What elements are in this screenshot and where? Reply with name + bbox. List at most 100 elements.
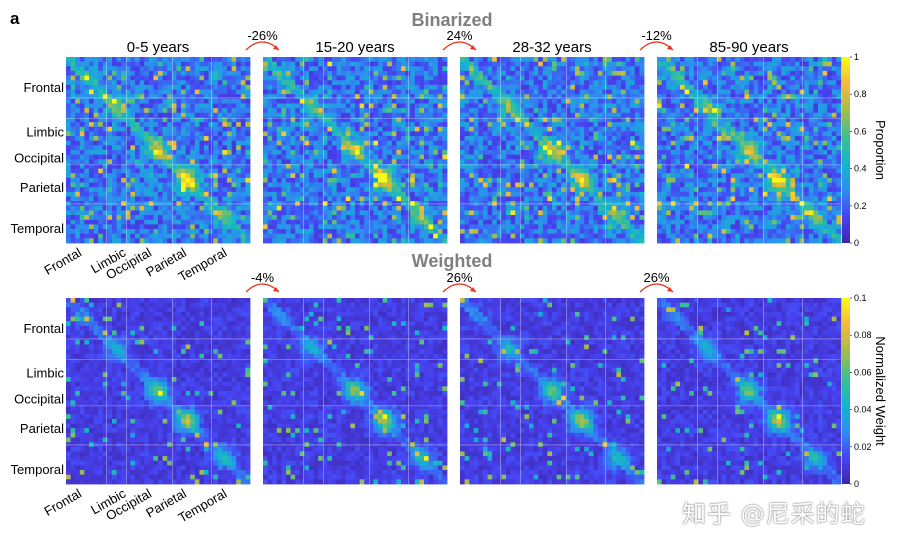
- heatmap-cell: [295, 75, 301, 81]
- heatmap-cell: [267, 163, 273, 169]
- heatmap-cell: [309, 182, 314, 188]
- heatmap-cell: [433, 70, 439, 76]
- heatmap-cell: [102, 61, 108, 67]
- heatmap-cell: [194, 168, 200, 174]
- heatmap-cell: [524, 163, 530, 169]
- heatmap-cell: [552, 136, 557, 142]
- heatmap-cell: [387, 94, 393, 100]
- heatmap-cell: [552, 131, 557, 137]
- heatmap-cell: [483, 75, 488, 81]
- heatmap-cell: [547, 159, 553, 165]
- heatmap-cell: [121, 150, 127, 156]
- heatmap-cell: [556, 117, 562, 123]
- heatmap-cell: [181, 89, 186, 95]
- heatmap-cell: [286, 131, 291, 137]
- heatmap-cell: [410, 224, 416, 230]
- heatmap-cell: [492, 219, 498, 225]
- heatmap-cell: [661, 75, 667, 81]
- heatmap-cell: [428, 196, 434, 202]
- heatmap-cell: [487, 126, 493, 132]
- heatmap-cell: [510, 122, 516, 128]
- heatmap-cell: [473, 57, 479, 63]
- heatmap-cell: [561, 140, 567, 146]
- heatmap-cell: [135, 205, 140, 211]
- heatmap-cell: [112, 219, 117, 225]
- heatmap-cell: [469, 94, 475, 100]
- heatmap-cell: [373, 163, 379, 169]
- heatmap-cell: [556, 150, 562, 156]
- heatmap-cell: [368, 177, 374, 183]
- heatmap-cell: [171, 173, 177, 179]
- heatmap-cell: [327, 145, 333, 151]
- heatmap-cell: [607, 75, 613, 81]
- heatmap-cell: [276, 229, 282, 235]
- heatmap-cell: [437, 57, 443, 63]
- heatmap-cell: [148, 168, 154, 174]
- heatmap-cell: [245, 219, 251, 225]
- heatmap-cell: [336, 173, 342, 179]
- heatmap-cell: [433, 150, 439, 156]
- heatmap-cell: [107, 117, 113, 123]
- heatmap-cell: [575, 229, 580, 235]
- heatmap-cell: [607, 224, 613, 230]
- heatmap-cell: [419, 112, 425, 118]
- heatmap-cell: [492, 224, 498, 230]
- heatmap-cell: [593, 126, 599, 132]
- heatmap-cell: [204, 159, 209, 165]
- heatmap-cell: [496, 61, 502, 67]
- heatmap-cell: [396, 75, 402, 81]
- heatmap-cell: [148, 61, 154, 67]
- heatmap-cell: [121, 103, 127, 109]
- heatmap-cell: [102, 145, 108, 151]
- heatmap-cell: [204, 94, 209, 100]
- heatmap-cell: [510, 131, 516, 137]
- heatmap-cell: [304, 173, 310, 179]
- heatmap-cell: [102, 210, 108, 216]
- heatmap-cell: [492, 98, 498, 104]
- heatmap-cell: [496, 131, 502, 137]
- heatmap-cell: [336, 57, 342, 63]
- heatmap-cell: [579, 187, 585, 193]
- heatmap-cell: [538, 187, 544, 193]
- heatmap-cell: [469, 182, 475, 188]
- heatmap-cell: [473, 89, 479, 95]
- heatmap-cell: [364, 84, 370, 90]
- heatmap-cell: [414, 70, 420, 76]
- heatmap-cell: [428, 112, 434, 118]
- heatmap-cell: [501, 205, 507, 211]
- heatmap-cell: [588, 89, 594, 95]
- heatmap-cell: [167, 238, 173, 244]
- heatmap-cell: [102, 94, 108, 100]
- heatmap-cell: [93, 182, 99, 188]
- heatmap-cell: [611, 159, 617, 165]
- heatmap-cell: [84, 112, 90, 118]
- heatmap-cell: [236, 57, 242, 63]
- heatmap-cell: [350, 238, 356, 244]
- heatmap-cell: [135, 75, 140, 81]
- heatmap-cell: [318, 89, 324, 95]
- heatmap-cell: [281, 150, 287, 156]
- heatmap-cell: [267, 131, 273, 137]
- heatmap-cell: [79, 205, 85, 211]
- heatmap-cell: [607, 122, 613, 128]
- heatmap-cell: [84, 70, 90, 76]
- heatmap-cell: [575, 215, 580, 221]
- heatmap-cell: [762, 57, 768, 63]
- heatmap-cell: [460, 117, 465, 123]
- heatmap-cell: [538, 168, 544, 174]
- heatmap-cell: [364, 98, 370, 104]
- heatmap-cell: [89, 140, 94, 146]
- heatmap-cell: [318, 159, 324, 165]
- heatmap-cell: [66, 205, 71, 211]
- heatmap-cell: [217, 154, 223, 160]
- heatmap-cell: [355, 66, 360, 72]
- heatmap-cell: [378, 233, 383, 239]
- heatmap-cell: [240, 66, 246, 72]
- heatmap-cell: [428, 126, 434, 132]
- heatmap-cell: [79, 182, 85, 188]
- heatmap-cell: [575, 136, 580, 142]
- heatmap-cell: [176, 80, 182, 86]
- heatmap-cell: [272, 187, 278, 193]
- heatmap-cell: [286, 108, 291, 114]
- heatmap-cell: [332, 219, 337, 225]
